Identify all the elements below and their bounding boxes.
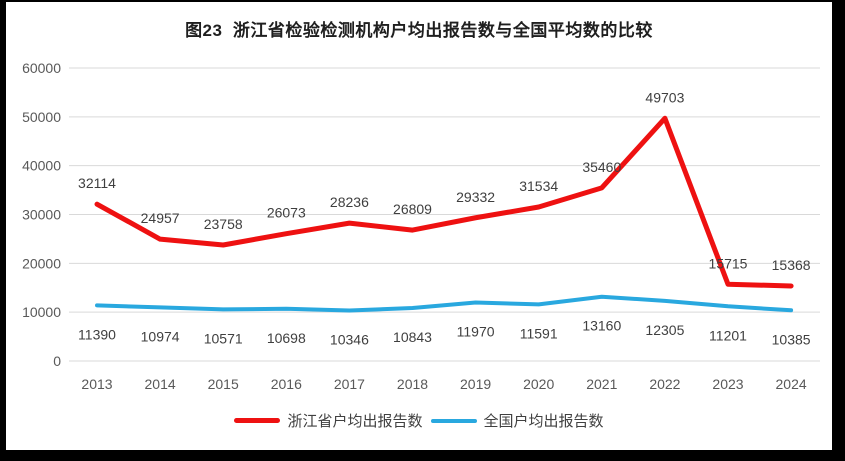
y-axis-tick-label: 30000: [22, 207, 61, 223]
data-label: 31534: [519, 178, 558, 194]
data-label: 26073: [267, 205, 306, 221]
x-axis-tick-label: 2013: [81, 376, 112, 392]
chart-panel: 图23 浙江省检验检测机构户均出报告数与全国平均数的比较 0 10000 20000…: [6, 2, 832, 450]
data-label: 13160: [582, 318, 621, 334]
data-label: 10974: [141, 328, 180, 344]
data-label: 15715: [709, 255, 748, 271]
series-line-0: [94, 115, 794, 289]
series-line-1: [95, 294, 794, 313]
x-axis-tick-label: 2018: [397, 376, 428, 392]
legend-label: 浙江省户均出报告数: [287, 413, 423, 430]
data-label: 32114: [78, 175, 116, 191]
data-label: 10385: [772, 331, 811, 347]
data-label: 24957: [141, 210, 180, 226]
data-label: 29332: [456, 189, 495, 205]
data-label: 11591: [520, 325, 558, 341]
x-axis-tick-label: 2023: [712, 376, 743, 392]
data-label: 49703: [645, 89, 684, 105]
x-axis-tick-label: 2020: [523, 376, 554, 392]
x-axis-tick-label: 2022: [649, 376, 680, 392]
legend-item-1: 全国户均出报告数: [430, 410, 604, 431]
x-axis-tick-label: 2024: [776, 376, 807, 392]
legend-line-swatch: [430, 418, 477, 423]
data-label: 28236: [330, 194, 369, 210]
chart-legend: 浙江省户均出报告数 全国户均出报告数: [6, 410, 832, 431]
legend-label: 全国户均出报告数: [483, 413, 604, 430]
data-label: 11201: [709, 327, 747, 343]
y-axis-tick-label: 40000: [22, 158, 61, 174]
x-axis-tick-label: 2021: [586, 376, 617, 392]
x-axis-tick-label: 2016: [271, 376, 302, 392]
x-axis-tick-label: 2015: [208, 376, 239, 392]
x-axis-tick-label: 2014: [145, 376, 176, 392]
x-axis-tick-label: 2019: [460, 376, 491, 392]
legend-item-0: 浙江省户均出报告数: [234, 410, 423, 431]
chart-title: 图23 浙江省检验检测机构户均出报告数与全国平均数的比较: [185, 21, 653, 40]
data-label: 15368: [772, 257, 811, 273]
data-label: 10698: [267, 330, 306, 346]
data-label: 12305: [645, 322, 684, 338]
data-label: 10843: [393, 329, 432, 345]
data-label: 23758: [204, 216, 243, 232]
data-label: 35460: [582, 159, 621, 175]
data-label: 11970: [457, 324, 495, 340]
y-axis-tick-label: 60000: [22, 60, 61, 76]
y-axis-tick-label: 0: [53, 353, 61, 369]
y-axis-tick-label: 50000: [22, 109, 61, 125]
x-axis-tick-label: 2017: [334, 376, 365, 392]
data-label: 11390: [78, 326, 116, 342]
y-axis-tick-label: 10000: [22, 304, 61, 320]
legend-line-swatch: [234, 418, 281, 423]
y-axis-tick-label: 20000: [22, 255, 61, 271]
data-label: 10346: [330, 331, 369, 347]
line-chart: 0 10000 20000 30000 40000 50000 60000 2013 2014 2…: [22, 60, 820, 392]
data-label: 26809: [393, 201, 432, 217]
data-label: 10571: [204, 330, 243, 346]
